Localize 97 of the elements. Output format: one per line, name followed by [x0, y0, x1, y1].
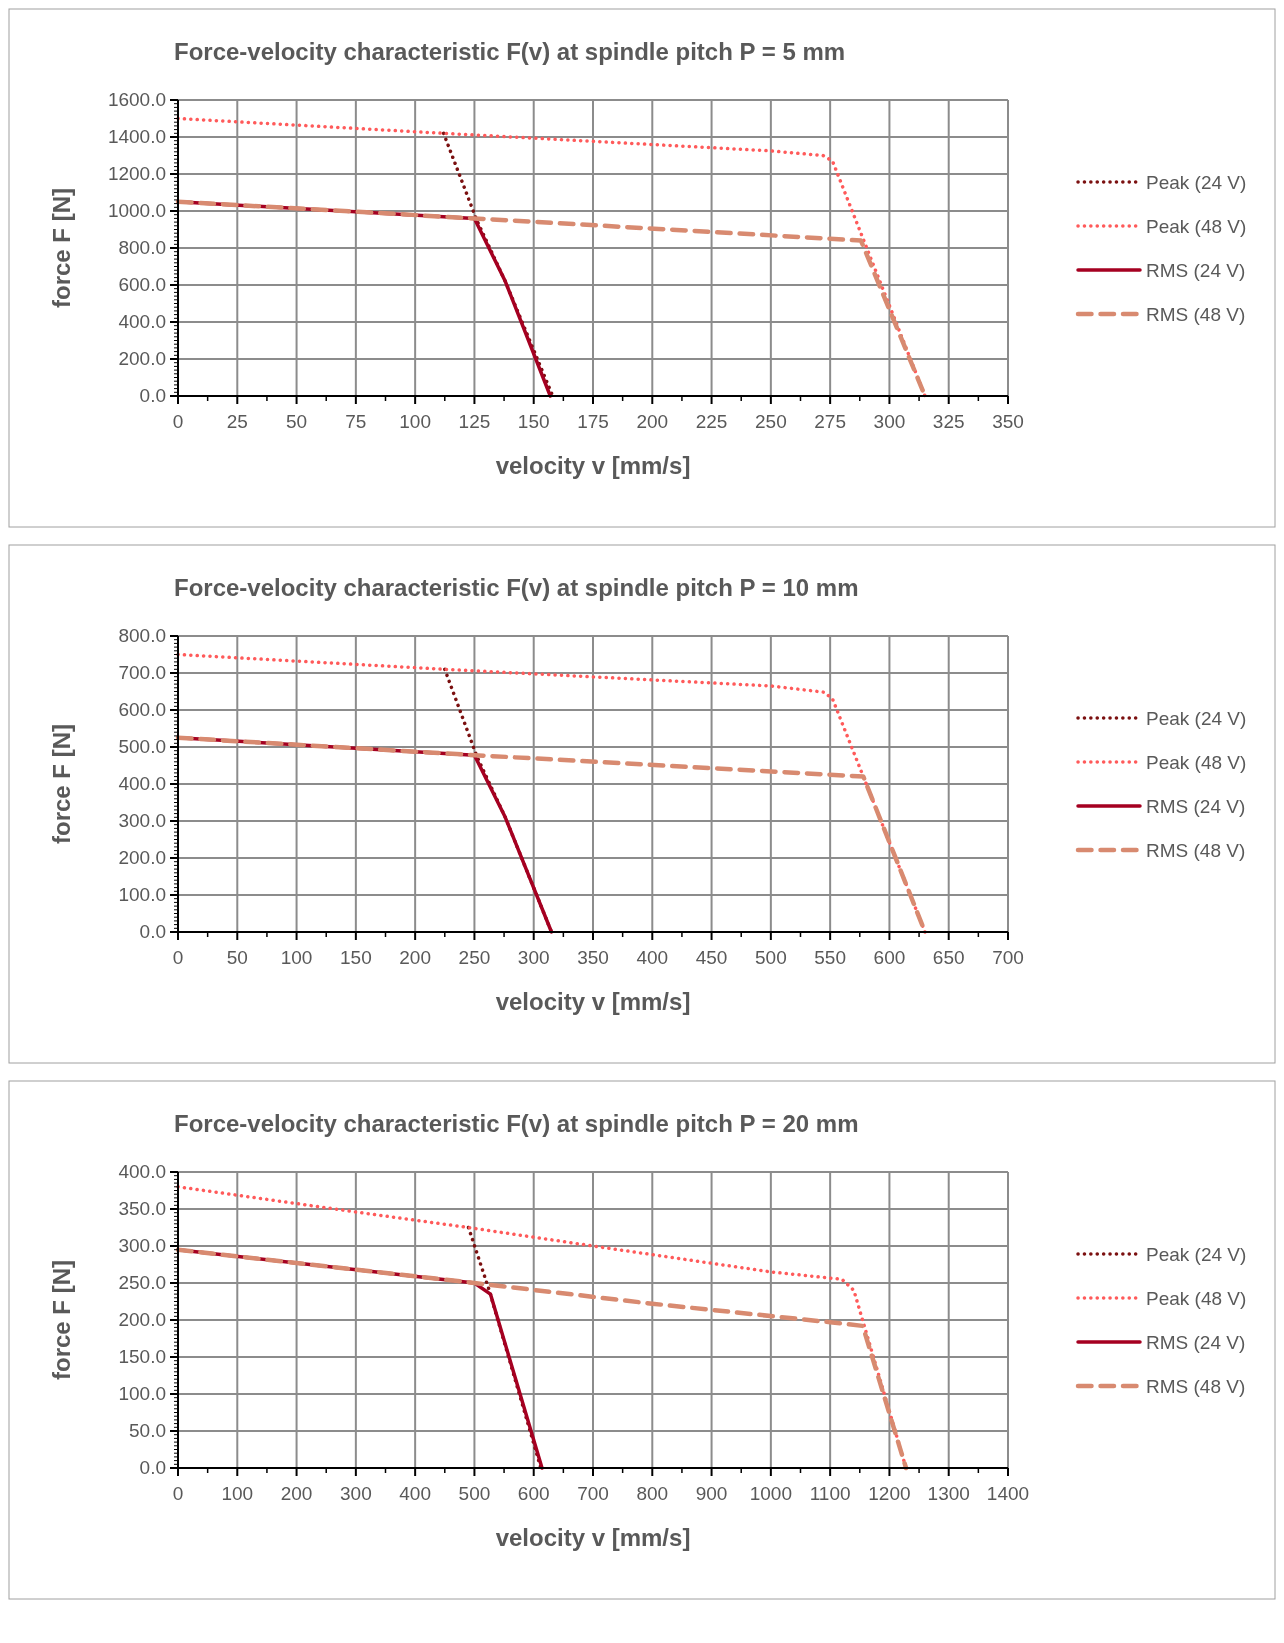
x-tick-label: 1400	[986, 1483, 1030, 1504]
x-tick-label: 225	[695, 411, 728, 432]
y-tick-label: 600.0	[118, 274, 166, 295]
chart-title: Force-velocity characteristic F(v) at spindle pitch P = 5 mm	[174, 38, 846, 65]
x-tick-label: 650	[932, 947, 965, 968]
legend-label: RMS (48 V)	[1146, 1376, 1246, 1397]
y-tick-label: 100.0	[118, 1383, 166, 1404]
legend-label: Peak (48 V)	[1146, 216, 1247, 237]
y-tick-label: 150.0	[118, 1346, 166, 1367]
legend-label: RMS (24 V)	[1146, 1332, 1246, 1353]
x-tick-label: 50	[226, 947, 248, 968]
y-tick-label: 100.0	[118, 884, 166, 905]
x-tick-label: 150	[340, 947, 372, 968]
x-tick-label: 0	[172, 1483, 184, 1504]
x-tick-label: 75	[345, 411, 367, 432]
y-tick-label: 800.0	[118, 237, 166, 258]
y-tick-label: 1400.0	[107, 126, 166, 147]
x-tick-label: 600	[517, 1483, 550, 1504]
x-tick-label: 600	[873, 947, 906, 968]
y-tick-label: 350.0	[118, 1198, 166, 1219]
x-tick-label: 0	[172, 411, 184, 432]
legend-label: RMS (48 V)	[1146, 840, 1246, 861]
y-tick-label: 50.0	[129, 1420, 166, 1441]
x-tick-label: 400	[636, 947, 669, 968]
x-axis-title: velocity v [mm/s]	[495, 452, 691, 479]
x-tick-label: 200	[636, 411, 669, 432]
x-tick-label: 900	[695, 1483, 728, 1504]
x-tick-label: 125	[458, 411, 491, 432]
x-tick-label: 1300	[927, 1483, 970, 1504]
x-axis-title: velocity v [mm/s]	[495, 1524, 691, 1551]
x-tick-label: 100	[280, 947, 313, 968]
legend-label: Peak (24 V)	[1146, 172, 1247, 193]
x-tick-label: 700	[577, 1483, 609, 1504]
y-tick-label: 1000.0	[107, 200, 166, 221]
y-tick-label: 800.0	[118, 625, 166, 646]
y-tick-label: 400.0	[118, 311, 166, 332]
legend-label: Peak (24 V)	[1146, 708, 1247, 729]
x-tick-label: 200	[280, 1483, 313, 1504]
x-tick-label: 300	[873, 411, 906, 432]
x-tick-label: 150	[517, 411, 550, 432]
x-tick-label: 250	[755, 411, 787, 432]
x-tick-label: 50	[286, 411, 308, 432]
y-tick-label: 200.0	[118, 1309, 166, 1330]
y-tick-label: 300.0	[118, 810, 166, 831]
x-tick-label: 350	[992, 411, 1024, 432]
x-tick-label: 250	[458, 947, 491, 968]
x-tick-label: 275	[814, 411, 846, 432]
legend-label: RMS (48 V)	[1146, 304, 1246, 325]
y-tick-label: 0.0	[139, 1457, 166, 1478]
x-tick-label: 175	[577, 411, 609, 432]
x-tick-label: 325	[932, 411, 965, 432]
y-tick-label: 200.0	[118, 847, 166, 868]
x-tick-label: 300	[517, 947, 550, 968]
x-tick-label: 400	[399, 1483, 431, 1504]
y-tick-label: 600.0	[118, 699, 166, 720]
y-tick-label: 250.0	[118, 1272, 166, 1293]
y-tick-label: 400.0	[118, 773, 166, 794]
x-tick-label: 0	[172, 947, 184, 968]
x-tick-label: 700	[992, 947, 1024, 968]
x-tick-label: 500	[458, 1483, 491, 1504]
x-tick-label: 350	[577, 947, 609, 968]
x-tick-label: 1200	[868, 1483, 911, 1504]
y-axis-title: force F [N]	[48, 188, 75, 308]
x-axis-title: velocity v [mm/s]	[495, 988, 691, 1015]
line-series	[441, 131, 555, 398]
x-tick-label: 1100	[809, 1483, 851, 1504]
y-tick-label: 0.0	[139, 385, 166, 406]
y-tick-label: 0.0	[139, 921, 166, 942]
y-tick-label: 400.0	[118, 1161, 166, 1182]
y-tick-label: 300.0	[118, 1235, 166, 1256]
chart-title: Force-velocity characteristic F(v) at spindle pitch P = 10 mm	[174, 574, 859, 601]
y-tick-label: 200.0	[118, 348, 166, 369]
y-tick-label: 500.0	[118, 736, 166, 757]
x-tick-label: 450	[695, 947, 728, 968]
chart-title: Force-velocity characteristic F(v) at spindle pitch P = 20 mm	[174, 1110, 859, 1137]
line-series	[176, 116, 927, 398]
x-tick-label: 25	[226, 411, 248, 432]
legend-label: RMS (24 V)	[1146, 796, 1246, 817]
x-tick-label: 1000	[749, 1483, 792, 1504]
x-tick-label: 550	[814, 947, 846, 968]
x-tick-label: 200	[399, 947, 431, 968]
x-tick-label: 300	[340, 1483, 372, 1504]
legend-label: Peak (24 V)	[1146, 1244, 1247, 1265]
y-tick-label: 700.0	[118, 662, 166, 683]
y-axis-title: force F [N]	[48, 724, 75, 844]
legend-label: Peak (48 V)	[1146, 1288, 1247, 1309]
legend-label: RMS (24 V)	[1146, 260, 1246, 281]
y-tick-label: 1200.0	[107, 163, 166, 184]
legend-label: Peak (48 V)	[1146, 752, 1247, 773]
x-tick-label: 500	[755, 947, 787, 968]
y-axis-title: force F [N]	[48, 1260, 75, 1380]
x-tick-label: 800	[636, 1483, 669, 1504]
line-series	[176, 652, 927, 934]
line-series	[175, 1247, 909, 1471]
y-tick-label: 1600.0	[107, 89, 166, 110]
x-tick-label: 100	[399, 411, 431, 432]
x-tick-label: 100	[221, 1483, 254, 1504]
